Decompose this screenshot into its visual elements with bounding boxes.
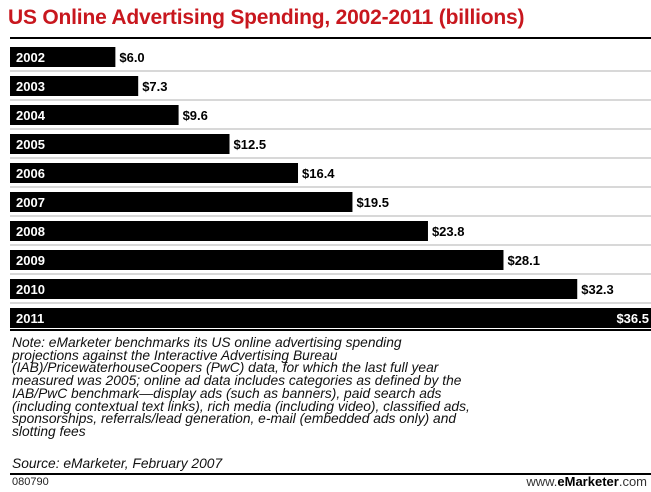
category-label-2004: 2004 <box>16 108 46 123</box>
category-label-2003: 2003 <box>16 79 45 94</box>
bar-2010 <box>10 279 578 299</box>
bar-2011 <box>10 308 651 328</box>
value-label-2004: $9.6 <box>183 108 208 123</box>
category-label-2010: 2010 <box>16 282 45 297</box>
value-label-2002: $6.0 <box>119 50 144 65</box>
category-label-2008: 2008 <box>16 224 45 239</box>
chart-title: US Online Advertising Spending, 2002-201… <box>8 6 525 29</box>
brand-logo: www.eMarketer.com <box>526 474 647 489</box>
bar-2006 <box>10 163 299 183</box>
value-label-2005: $12.5 <box>234 137 267 152</box>
chart-note: Note: eMarketer benchmarks its US online… <box>12 335 470 439</box>
value-label-2006: $16.4 <box>302 166 335 181</box>
category-label-2006: 2006 <box>16 166 45 181</box>
bar-2004 <box>10 105 179 125</box>
value-label-2003: $7.3 <box>142 79 167 94</box>
category-label-2002: 2002 <box>16 50 45 65</box>
category-label-2011: 2011 <box>16 311 44 326</box>
footer-divider <box>10 473 651 475</box>
value-label-2007: $19.5 <box>356 195 389 210</box>
category-label-2005: 2005 <box>16 137 45 152</box>
bar-2005 <box>10 134 230 154</box>
bar-2008 <box>10 221 428 241</box>
chart-source: Source: eMarketer, February 2007 <box>12 456 223 471</box>
bar-2009 <box>10 250 504 270</box>
value-label-2011: $36.5 <box>616 311 649 326</box>
value-label-2009: $28.1 <box>507 253 540 268</box>
brand-name: eMarketer <box>557 474 619 489</box>
category-label-2007: 2007 <box>16 195 45 210</box>
value-label-2010: $32.3 <box>581 282 614 297</box>
bar-2002 <box>10 47 116 67</box>
brand-suffix: .com <box>618 474 647 489</box>
category-label-2009: 2009 <box>16 253 45 268</box>
bar-chart: 2002 $6.0 2003 $7.3 2004 $9.6 2005 $12.5 2006 $16… <box>10 37 651 331</box>
bar-2007 <box>10 192 353 212</box>
brand-prefix: www. <box>526 474 558 489</box>
value-label-2008: $23.8 <box>432 224 465 239</box>
bar-2003 <box>10 76 139 96</box>
chart-code: 080790 <box>12 476 49 488</box>
